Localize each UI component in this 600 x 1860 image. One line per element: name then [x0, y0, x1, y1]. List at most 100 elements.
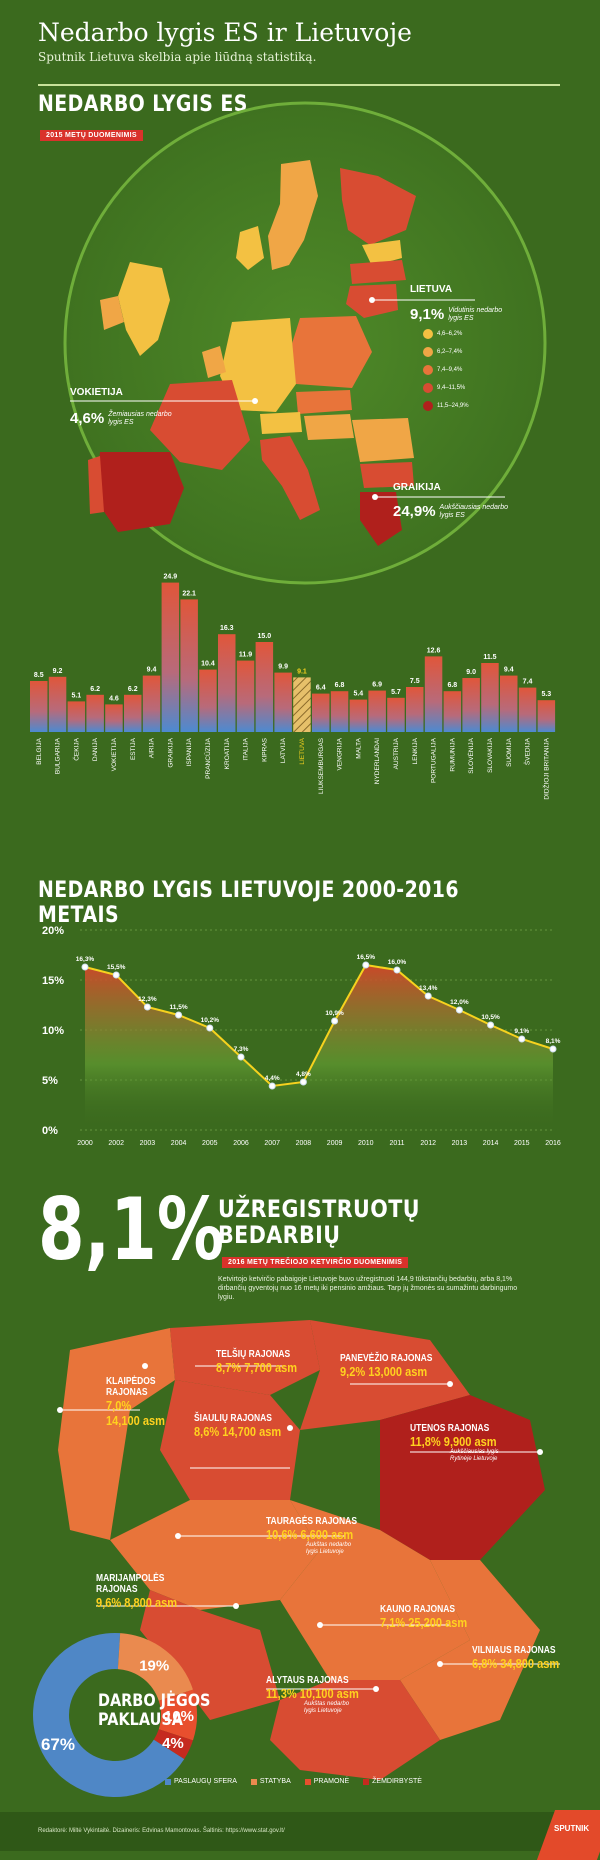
sputnik-logo: SPUTNIK: [554, 1824, 590, 1833]
bar-category-label: LATVIJA: [280, 737, 287, 763]
y-tick-label: 0%: [42, 1125, 58, 1137]
bar-category-label: VENGRIJA: [337, 737, 344, 770]
bar-value-label: 6.4: [316, 685, 326, 692]
eu-section-title: NEDARBO LYGIS ES: [38, 92, 248, 117]
muni-vilniaus: VILNIAUS RAJONAS 6,8% 34,800 asm: [472, 1645, 560, 1671]
x-tick-label: 2015: [514, 1140, 530, 1147]
bar-value-label: 5.7: [391, 689, 401, 696]
map-portugal: [88, 456, 104, 514]
muni-siauliu: ŠIAULIŲ RAJONAS 8,6% 14,700 asm: [194, 1413, 282, 1439]
bar-value-label: 24.9: [164, 574, 178, 581]
line-point-label: 8,1%: [546, 1038, 561, 1045]
germany-desc: Žemiausias nedarbo lygis ES: [108, 410, 172, 426]
line-series: [84, 963, 554, 1088]
line-point-label: 10,2%: [201, 1017, 220, 1024]
bar-category-label: SUOMIJA: [506, 737, 513, 767]
x-tick-label: 2002: [108, 1140, 124, 1147]
region-taurage: [110, 1500, 320, 1610]
line-point: [393, 966, 401, 974]
line-point: [455, 1006, 463, 1014]
line-point: [175, 1011, 183, 1019]
line-point-label: 7,3%: [234, 1046, 249, 1053]
bar: [443, 691, 462, 732]
bar-value-label: 5.4: [353, 691, 363, 698]
map-estonia: [362, 240, 402, 266]
x-tick-label: 2012: [420, 1140, 436, 1147]
greece-desc: Aukščiausias nedarbo lygis ES: [439, 503, 509, 519]
bar: [500, 675, 518, 732]
map-spain: [96, 452, 184, 532]
bar: [218, 634, 236, 732]
line-point: [518, 1035, 526, 1043]
lithuania-desc: Vidutinis nedarbo lygis ES: [448, 306, 503, 322]
bar-value-label: 15.0: [258, 633, 272, 640]
bar-value-label: 9.4: [147, 667, 157, 674]
bar-category-label: LIUKSEMBURGAS: [318, 737, 325, 794]
x-tick-label: 2000: [77, 1140, 93, 1147]
footer-credits: Redaktorė: Miltė Vykintaitė. Dizaineris:…: [38, 1828, 285, 1834]
donut-slice: [117, 1633, 193, 1701]
bar: [199, 669, 217, 732]
germany-value: 4,6%: [70, 410, 105, 427]
region-alytus: [270, 1680, 440, 1780]
line-point: [299, 1078, 307, 1086]
legend-item: 4,6–6,2%: [423, 328, 469, 340]
lithuania-label: LIETUVA: [410, 284, 453, 295]
bar-category-label: BELGIJA: [36, 737, 43, 764]
bar-category-label: BULGARIJA: [55, 737, 62, 774]
bar-category-label: DANIJA: [92, 737, 99, 761]
legend-swatch: [304, 1778, 311, 1785]
bar-category-label: NYDERLANDAI: [374, 738, 381, 784]
donut-legend: PASLAUGŲ SFERA STATYBA PRAMONĖ ŽEMDIRBYS…: [165, 1778, 422, 1785]
line-point-label: 4,8%: [296, 1071, 311, 1078]
region-panevezys: [300, 1320, 470, 1430]
region-kaunas: [280, 1500, 470, 1680]
map-france: [150, 380, 250, 470]
muni-utenos: UTENOS RAJONAS 11,8% 9,900 asm Aukščiaus…: [410, 1423, 499, 1462]
bar-category-label: DIDŽIOJI BRITANIJA: [541, 737, 550, 799]
bar: [481, 663, 499, 732]
muni-klaipedos: KLAIPĖDOS RAJONAS 7,0% 14,100 asm: [106, 1376, 165, 1428]
bar: [349, 699, 368, 732]
bar: [180, 599, 198, 732]
bar-value-label: 11.5: [483, 654, 496, 661]
bar-category-label: LIETUVA: [299, 737, 306, 764]
bar-value-label: 9.2: [53, 668, 63, 675]
map-germany: [220, 318, 296, 412]
lt-line-chart: 0% 5% 10% 15% 20% 16,3% 2000 15,5% 2002 12,3% 2003…: [42, 925, 561, 1147]
labour-demand-donut: 67% 19% 10% 4%: [32, 1633, 197, 1797]
legend-item: 9,4–11,5%: [423, 382, 469, 394]
map-legend: 4,6–6,2% 6,2–7,4% 7,4–9,4% 9,4–11,5% 11,…: [423, 328, 469, 412]
bar-category-label: SLOVĖNIJA: [466, 737, 475, 773]
bar: [518, 687, 537, 732]
x-tick-label: 2010: [358, 1140, 374, 1147]
lt-line-title: NEDARBO LYGIS LIETUVOJE 2000-2016 METAIS: [38, 878, 459, 928]
legend-swatch: [423, 347, 433, 357]
bar: [255, 642, 274, 732]
map-netherlands: [202, 346, 226, 378]
registered-heading-1: UŽREGISTRUOTŲ: [218, 1195, 420, 1223]
bar-category-label: PRANCŪZIJA: [204, 737, 212, 778]
donut-slice-label: 19%: [139, 1657, 169, 1674]
x-tick-label: 2009: [327, 1140, 343, 1147]
footer-bar: [0, 1812, 600, 1851]
registered-unemployed-value: 8,1%: [38, 1180, 225, 1280]
lithuania-map: [57, 1320, 560, 1780]
bar-category-label: KROATIJA: [224, 737, 231, 769]
line-point: [487, 1021, 495, 1029]
bar-category-label: AUSTRIJA: [393, 737, 400, 769]
y-tick-label: 15%: [42, 975, 64, 987]
legend-swatch: [423, 365, 433, 375]
line-point: [143, 1003, 151, 1011]
x-tick-label: 2016: [545, 1140, 561, 1147]
donut-slice: [158, 1689, 197, 1741]
region-utena: [380, 1395, 545, 1560]
line-point-label: 16,3%: [76, 956, 95, 963]
bar-category-label: VOKIETIJA: [111, 737, 118, 771]
line-point-label: 16,0%: [388, 959, 407, 966]
legend-swatch: [363, 1778, 370, 1785]
map-ireland: [100, 296, 124, 330]
line-point: [237, 1053, 245, 1061]
bar-value-label: 4.6: [109, 695, 119, 702]
muni-marijampoles: MARIJAMPOLĖS RAJONAS 9,6% 8,800 asm: [96, 1573, 178, 1610]
